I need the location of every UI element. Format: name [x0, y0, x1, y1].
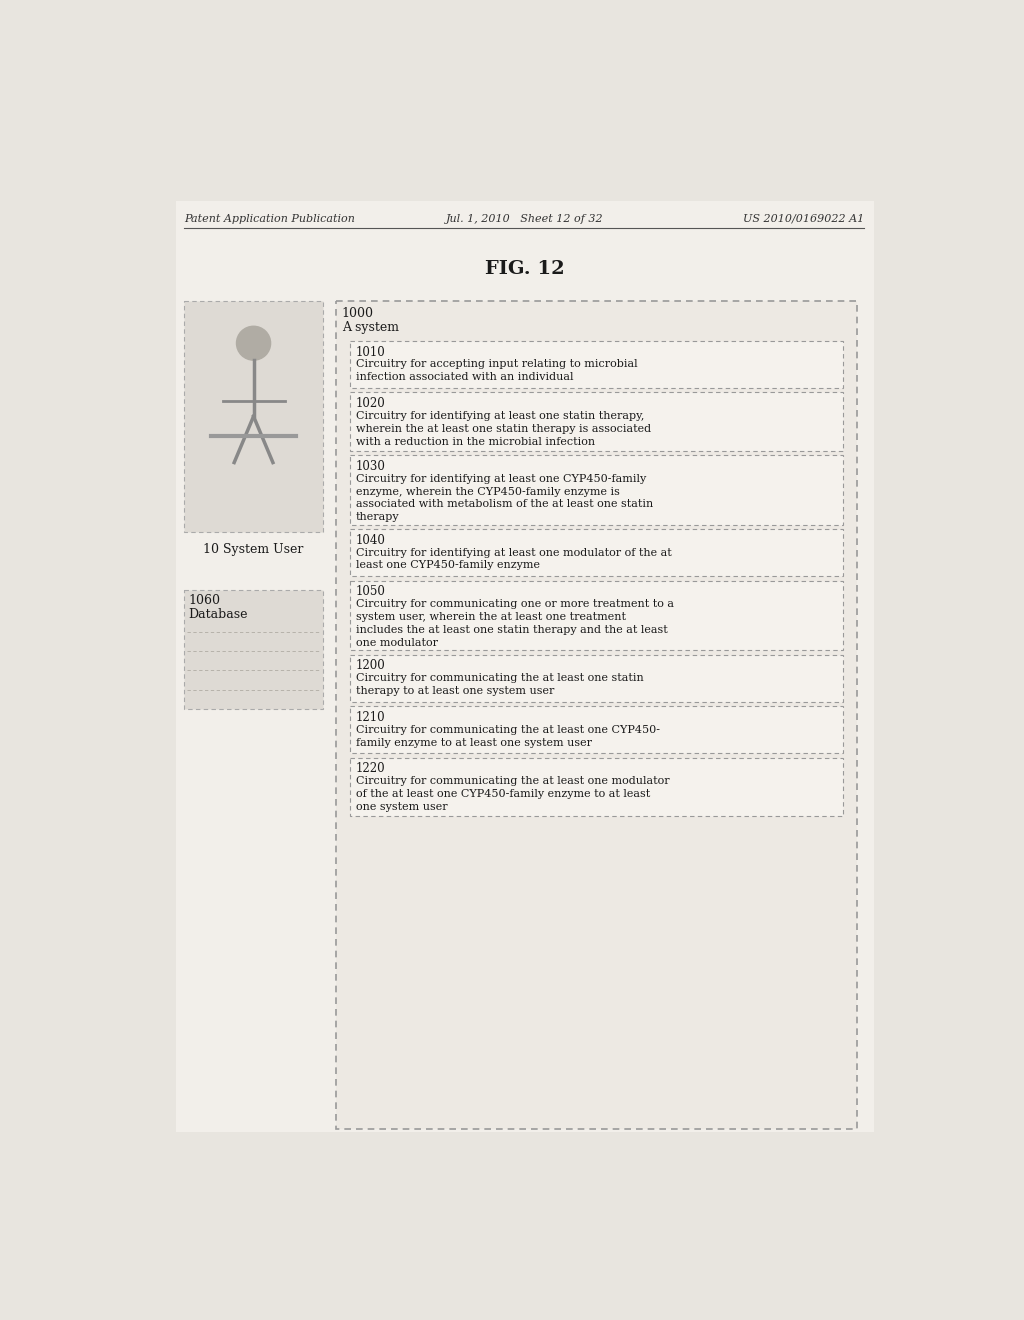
Text: Patent Application Publication: Patent Application Publication — [183, 214, 354, 224]
Bar — [349, 392, 843, 450]
Text: Circuitry for communicating the at least one modulator
of the at least one CYP45: Circuitry for communicating the at least… — [356, 776, 670, 812]
Text: Circuitry for accepting input relating to microbial
infection associated with an: Circuitry for accepting input relating t… — [356, 359, 638, 383]
Text: Database: Database — [188, 609, 248, 622]
Bar — [349, 581, 843, 649]
Text: 1000: 1000 — [342, 308, 374, 319]
Text: Jul. 1, 2010   Sheet 12 of 32: Jul. 1, 2010 Sheet 12 of 32 — [446, 214, 603, 224]
Bar — [349, 455, 843, 524]
Text: Circuitry for identifying at least one CYP450-family
enzyme, wherein the CYP450-: Circuitry for identifying at least one C… — [356, 474, 653, 523]
Bar — [336, 301, 856, 1129]
Text: Circuitry for communicating the at least one CYP450-
family enzyme to at least o: Circuitry for communicating the at least… — [356, 725, 659, 747]
Bar — [183, 590, 324, 709]
Text: Circuitry for communicating the at least one statin
therapy to at least one syst: Circuitry for communicating the at least… — [356, 673, 644, 696]
Text: Circuitry for identifying at least one statin therapy,
wherein the at least one : Circuitry for identifying at least one s… — [356, 411, 651, 446]
Text: 1040: 1040 — [356, 533, 386, 546]
Text: 1060: 1060 — [188, 594, 220, 607]
Text: US 2010/0169022 A1: US 2010/0169022 A1 — [743, 214, 864, 224]
Circle shape — [237, 326, 270, 360]
Bar — [349, 529, 843, 576]
Text: 1020: 1020 — [356, 397, 386, 411]
Text: 10 System User: 10 System User — [204, 543, 304, 556]
Bar — [183, 301, 324, 532]
Text: Circuitry for communicating one or more treatment to a
system user, wherein the : Circuitry for communicating one or more … — [356, 599, 674, 648]
Text: FIG. 12: FIG. 12 — [485, 260, 564, 279]
Text: A system: A system — [342, 321, 399, 334]
Bar — [349, 706, 843, 754]
Bar — [349, 655, 843, 702]
Text: 1200: 1200 — [356, 659, 386, 672]
Bar — [349, 341, 843, 388]
Text: 1220: 1220 — [356, 763, 385, 775]
Text: 1010: 1010 — [356, 346, 386, 359]
Text: Circuitry for identifying at least one modulator of the at
least one CYP450-fami: Circuitry for identifying at least one m… — [356, 548, 672, 570]
Bar — [176, 201, 873, 1133]
Bar — [349, 758, 843, 816]
Text: 1210: 1210 — [356, 711, 385, 723]
Text: 1050: 1050 — [356, 585, 386, 598]
Text: 1030: 1030 — [356, 459, 386, 473]
